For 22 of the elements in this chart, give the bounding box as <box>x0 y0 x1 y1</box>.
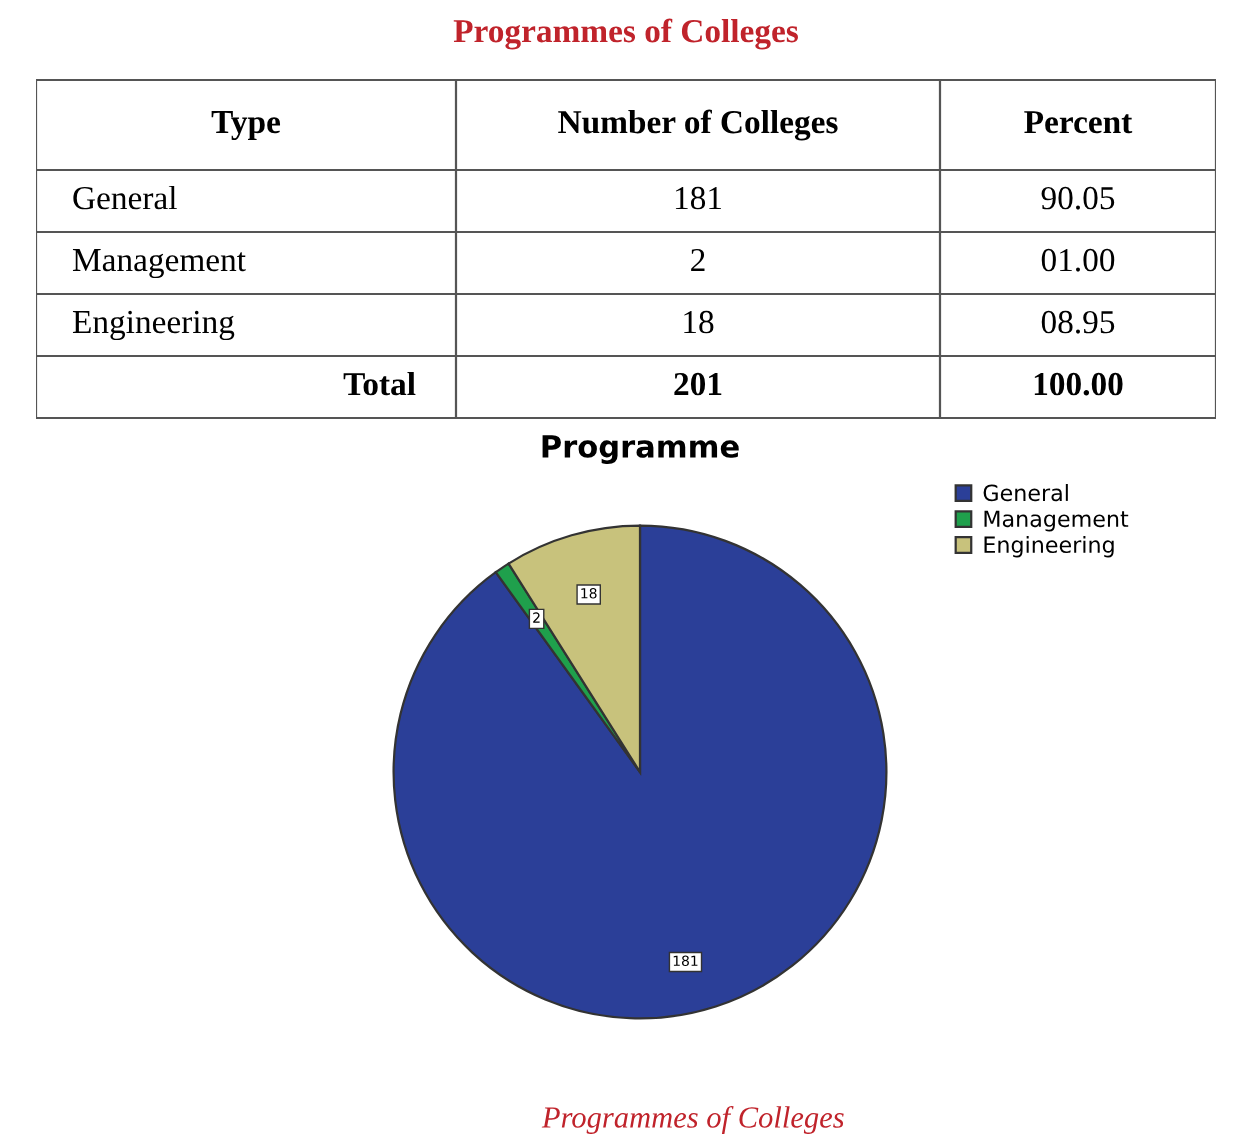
text: Management <box>72 249 246 279</box>
text: 181 <box>675 186 721 210</box>
text: Engineering <box>72 310 235 341</box>
category-label: Percent <box>1024 111 1133 134</box>
text: Programmes of Colleges <box>453 18 798 50</box>
category-label: Type <box>211 111 281 141</box>
text: 90.05 <box>1041 186 1115 210</box>
legend-label: Engineering <box>984 535 1114 558</box>
category-label: Number of Colleges <box>558 109 838 141</box>
text: 201 <box>674 372 722 396</box>
text: 01.00 <box>1041 248 1115 272</box>
legend-label: Management <box>984 510 1129 532</box>
text: Total <box>343 371 416 396</box>
text: General <box>73 185 177 210</box>
chart-title: Programme <box>542 435 739 464</box>
text: Programmes of Colleges <box>541 1105 844 1135</box>
text: 08.95 <box>1041 310 1115 334</box>
text: 18 <box>684 310 714 334</box>
legend-label: General <box>983 484 1068 502</box>
text: 2 <box>691 248 705 272</box>
text: 100.00 <box>1034 372 1123 396</box>
pie-slice <box>392 524 888 1020</box>
